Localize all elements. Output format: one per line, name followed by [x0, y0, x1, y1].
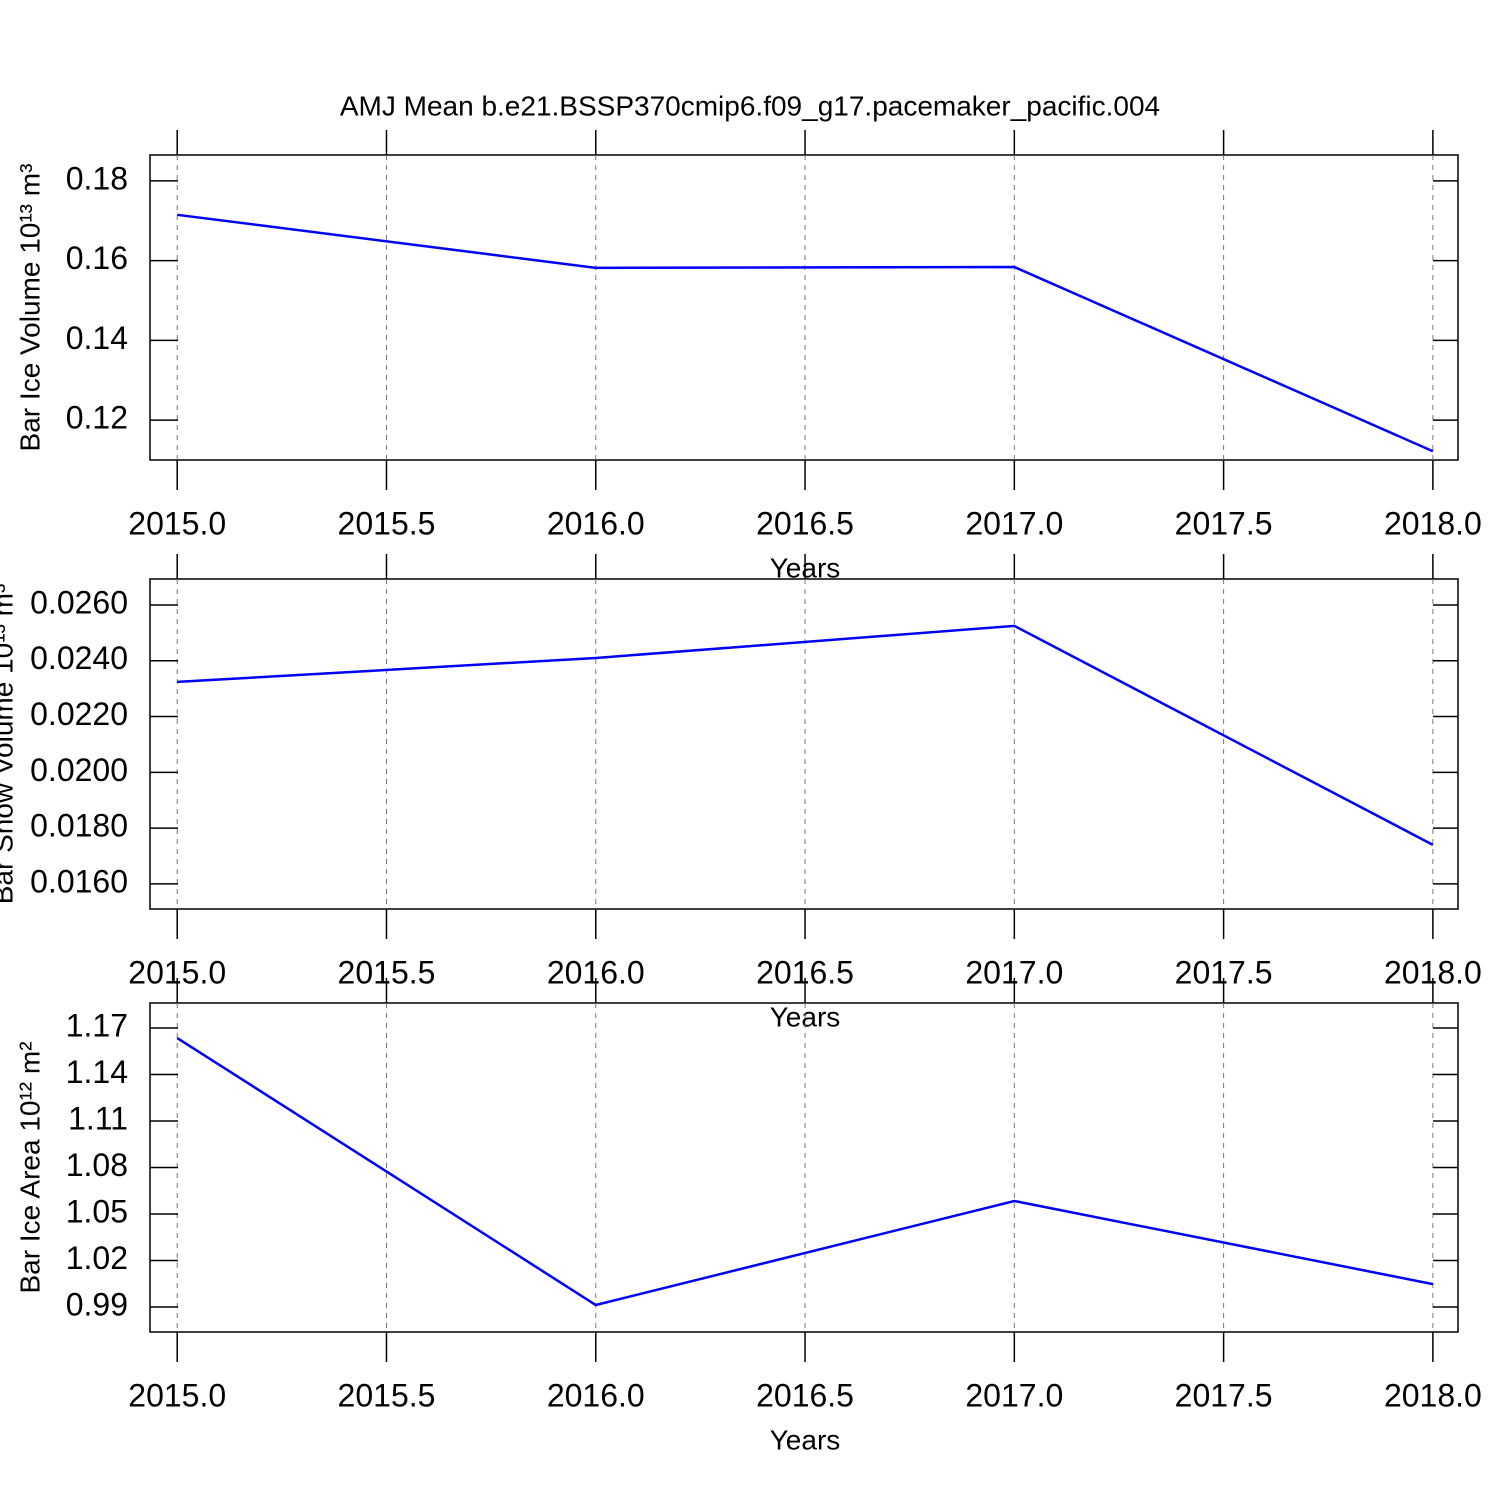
y-tick-label: 0.16	[66, 240, 128, 276]
x-tick-label: 2015.0	[128, 1377, 226, 1413]
y-tick-label: 0.0180	[30, 808, 128, 844]
y-axis-label: Bar Ice Volume 10¹³ m³	[14, 164, 45, 452]
x-tick-label: 2017.5	[1175, 1377, 1273, 1413]
y-tick-label: 0.0160	[30, 863, 128, 899]
x-axis-label: Years	[770, 1424, 841, 1455]
x-tick-label: 2016.0	[547, 505, 645, 541]
x-tick-label: 2016.0	[547, 1377, 645, 1413]
x-tick-label: 2016.5	[756, 1377, 854, 1413]
y-tick-label: 1.08	[66, 1147, 128, 1183]
y-tick-label: 1.05	[66, 1193, 128, 1229]
data-line	[176, 1036, 1434, 1307]
plot-frame	[149, 578, 1459, 910]
y-tick-label: 0.0260	[30, 584, 128, 620]
x-tick-label: 2015.0	[128, 505, 226, 541]
y-tick-label: 0.18	[66, 160, 128, 196]
y-tick-label: 0.0240	[30, 640, 128, 676]
y-tick-label: 0.14	[66, 320, 128, 356]
y-tick-label: 1.02	[66, 1240, 128, 1276]
y-tick-label: 1.17	[66, 1007, 128, 1043]
y-tick-label: 0.0220	[30, 696, 128, 732]
x-tick-label: 2016.5	[756, 505, 854, 541]
plot-frame	[149, 1002, 1459, 1333]
y-axis-label: Bar Snow Volume 10¹³ m³	[0, 584, 18, 905]
plot-frame	[149, 154, 1459, 461]
y-tick-label: 0.12	[66, 400, 128, 436]
x-tick-label: 2018.0	[1384, 1377, 1482, 1413]
data-line	[177, 213, 1434, 453]
x-tick-label: 2018.0	[1384, 505, 1482, 541]
y-tick-label: 1.11	[68, 1100, 128, 1136]
y-tick-label: 0.0200	[30, 752, 128, 788]
x-tick-label: 2017.0	[965, 505, 1063, 541]
data-line	[177, 624, 1434, 846]
figure-title: AMJ Mean b.e21.BSSP370cmip6.f09_g17.pace…	[340, 90, 1160, 121]
x-tick-label: 2015.5	[338, 1377, 436, 1413]
x-tick-label: 2017.5	[1175, 505, 1273, 541]
x-tick-label: 2017.0	[965, 1377, 1063, 1413]
x-tick-label: 2015.5	[338, 505, 436, 541]
y-tick-label: 1.14	[66, 1054, 128, 1090]
y-tick-label: 0.99	[66, 1286, 128, 1322]
y-axis-label: Bar Ice Area 10¹² m²	[14, 1041, 45, 1293]
